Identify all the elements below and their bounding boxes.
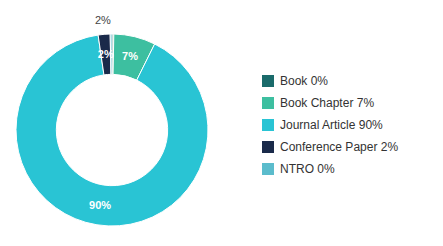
annotation: 2% [95, 14, 111, 26]
legend-swatch [262, 163, 274, 175]
legend-label: Conference Paper 2% [280, 140, 398, 154]
donut [16, 34, 208, 226]
legend-label: Journal Article 90% [280, 118, 383, 132]
labels: 7% 90% 2% 2% [89, 14, 138, 211]
legend-label: Book Chapter 7% [280, 96, 374, 110]
legend-label: NTRO 0% [280, 162, 335, 176]
legend-swatch [262, 97, 274, 109]
legend-label: Book 0% [280, 74, 328, 88]
legend: Book 0% Book Chapter 7% Journal Article 90… [262, 74, 398, 176]
legend-swatch [262, 141, 274, 153]
legend-swatch [262, 75, 274, 87]
data-label: 7% [122, 50, 138, 62]
legend-swatch [262, 119, 274, 131]
data-label: 2% [98, 48, 114, 60]
chart: 7% 90% 2% 2% Book 0% Book Chapter 7% Journal A… [0, 0, 443, 246]
data-label: 90% [89, 199, 111, 211]
